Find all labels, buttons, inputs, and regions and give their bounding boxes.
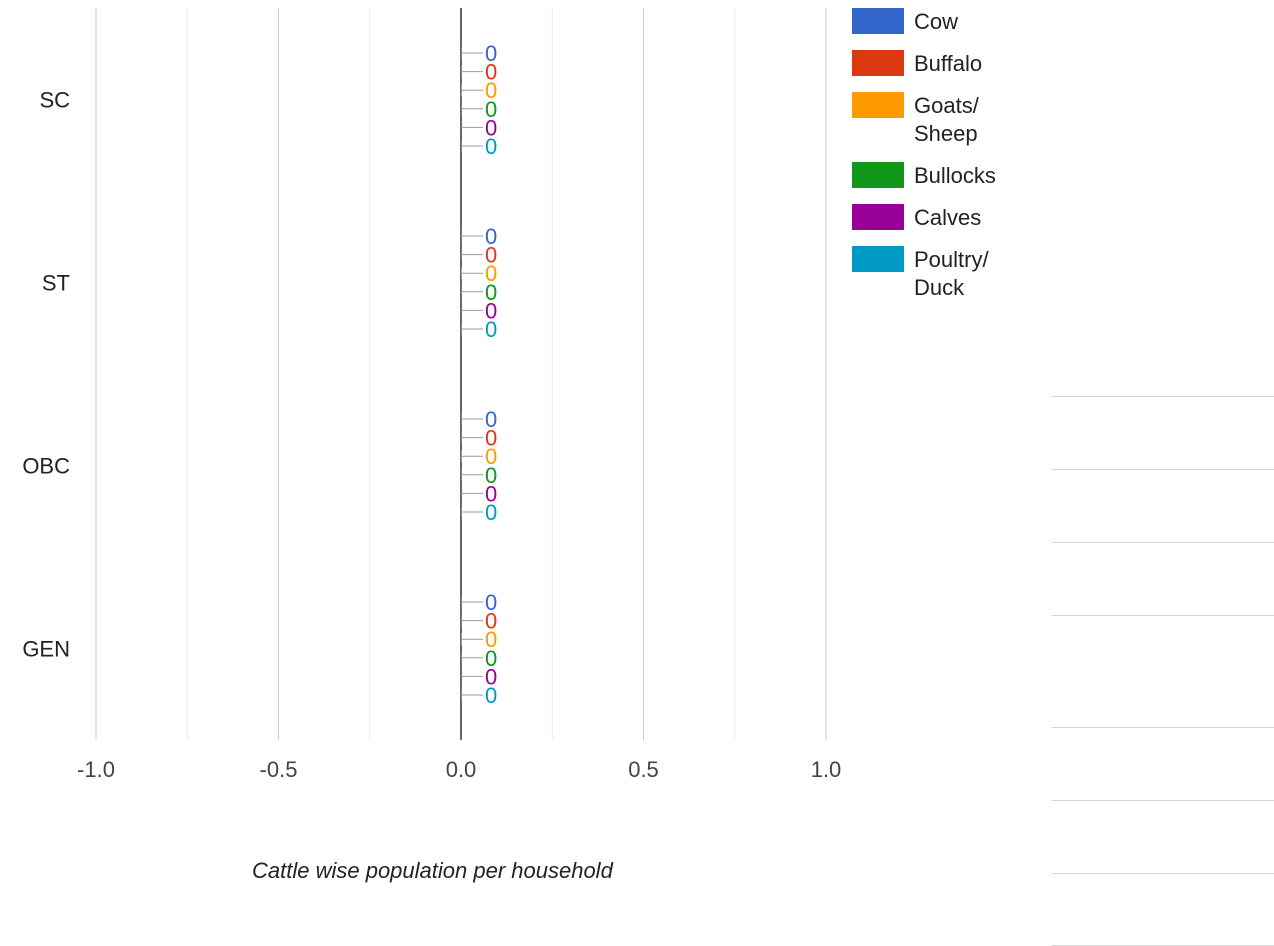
legend-label: Calves [914, 205, 982, 230]
divider [1052, 542, 1274, 543]
legend-swatch [852, 50, 904, 76]
data-label: 0 [485, 627, 497, 652]
legend-label: Buffalo [914, 51, 983, 76]
legend-label: Goats/ Sheep [914, 93, 979, 146]
category-label: OBC [22, 454, 70, 479]
data-label: 0 [485, 298, 497, 323]
divider [1052, 873, 1274, 874]
x-tick-label: -1.0 [77, 757, 115, 782]
right-rules [1052, 0, 1274, 946]
x-axis-title: Cattle wise population per household [252, 858, 613, 883]
category-label: GEN [22, 637, 70, 662]
data-label: 0 [485, 41, 497, 66]
data-label: 0 [485, 97, 497, 122]
legend-item: Cow [852, 8, 1052, 36]
data-label: 0 [485, 426, 497, 451]
data-label: 0 [485, 590, 497, 615]
legend-label: Cow [914, 9, 959, 34]
data-label: 0 [485, 134, 497, 159]
data-label: 0 [485, 609, 497, 634]
data-label: 0 [485, 78, 497, 103]
x-tick-label: 0.5 [628, 757, 659, 782]
x-tick-label: 1.0 [811, 757, 842, 782]
data-label: 0 [485, 646, 497, 671]
data-label: 0 [485, 407, 497, 432]
x-tick-labels: -1.0 -0.5 0.0 0.5 1.0 [77, 757, 841, 782]
data-label: 0 [485, 444, 497, 469]
data-label: 0 [485, 280, 497, 305]
divider [1052, 469, 1274, 470]
divider [1052, 396, 1274, 397]
data-label: 0 [485, 115, 497, 140]
data-label: 0 [485, 481, 497, 506]
data-label: 0 [485, 500, 497, 525]
legend-swatch [852, 92, 904, 118]
data-label: 0 [485, 463, 497, 488]
legend-item: Goats/ Sheep [852, 92, 1052, 148]
legend-swatch [852, 162, 904, 188]
legend-swatch [852, 204, 904, 230]
legend: Cow Buffalo Goats/ Sheep Bullocks Calves Poul… [852, 8, 1052, 316]
legend-swatch [852, 246, 904, 272]
divider [1052, 727, 1274, 728]
category-label: SC [39, 88, 70, 113]
data-label: 0 [485, 261, 497, 286]
data-label: 0 [485, 317, 497, 342]
legend-item: Poultry/ Duck [852, 246, 1052, 302]
divider [1052, 800, 1274, 801]
data-label: 0 [485, 683, 497, 708]
legend-item: Calves [852, 204, 1052, 232]
gridlines [95, 8, 827, 740]
category-label: ST [42, 271, 70, 296]
data-label: 0 [485, 664, 497, 689]
x-tick-label: -0.5 [260, 757, 298, 782]
legend-item: Buffalo [852, 50, 1052, 78]
legend-label: Bullocks [914, 163, 996, 188]
data-label: 0 [485, 224, 497, 249]
legend-label: Poultry/ Duck [914, 247, 989, 300]
x-tick-label: 0.0 [446, 757, 477, 782]
legend-item: Bullocks [852, 162, 1052, 190]
category-labels: SC ST OBC GEN [22, 88, 70, 662]
data-label: 0 [485, 60, 497, 85]
divider [1052, 615, 1274, 616]
data-label: 0 [485, 243, 497, 268]
legend-swatch [852, 8, 904, 34]
